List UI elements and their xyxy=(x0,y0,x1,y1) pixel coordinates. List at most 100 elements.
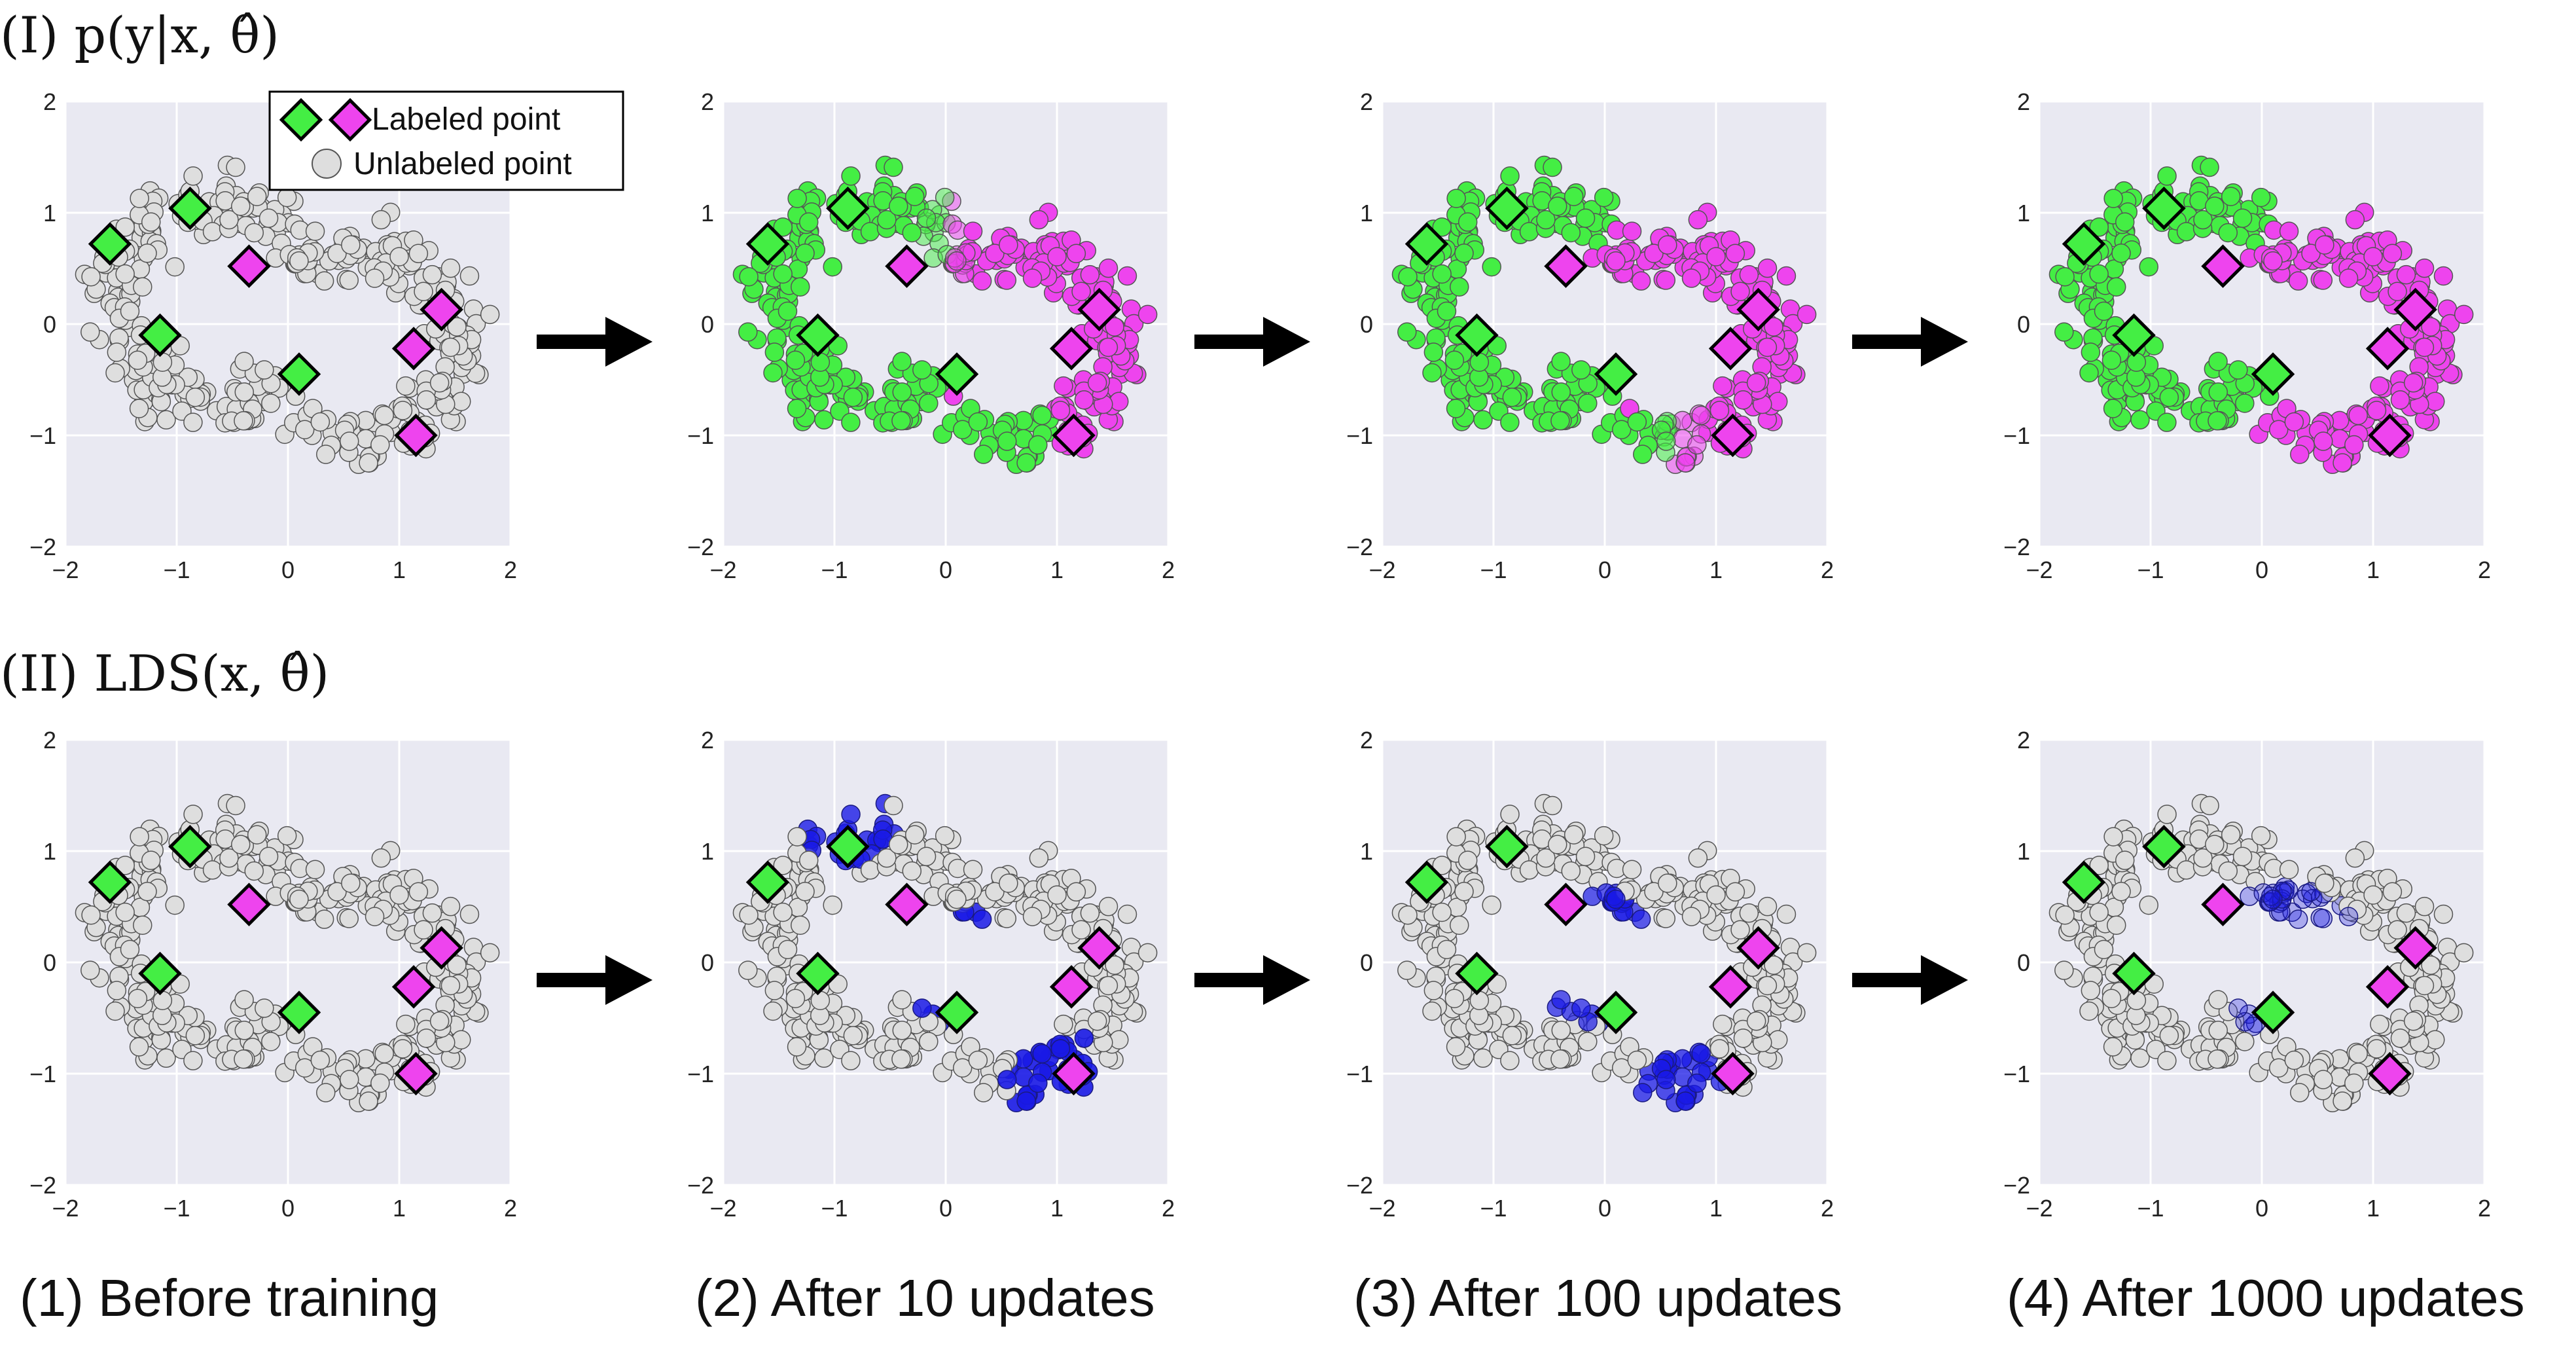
data-point xyxy=(999,873,1018,893)
caption-2: (2) After 10 updates xyxy=(695,1269,1155,1327)
data-point xyxy=(891,411,911,431)
data-point xyxy=(1730,282,1750,301)
legend-marker-green xyxy=(279,98,323,142)
data-point xyxy=(414,282,433,301)
x-tick-label: 0 xyxy=(1598,1195,1611,1222)
data-point xyxy=(952,1058,973,1078)
labeled-point xyxy=(1711,1051,1755,1096)
data-point xyxy=(1398,905,1418,925)
row-title-2: (II) LDS(x, θ̂) xyxy=(0,644,329,702)
data-point xyxy=(2218,861,2238,881)
data-point xyxy=(1446,827,1466,846)
labeled-point xyxy=(935,352,979,396)
data-point xyxy=(80,960,100,980)
labeled-point xyxy=(935,991,979,1034)
data-point xyxy=(129,1037,149,1057)
data-point xyxy=(1016,1091,1036,1111)
data-point xyxy=(1733,390,1753,410)
data-point xyxy=(968,1050,988,1070)
data-point xyxy=(183,805,203,824)
data-point xyxy=(2345,209,2365,230)
data-point xyxy=(374,1044,394,1064)
data-point xyxy=(1768,1030,1788,1049)
data-point xyxy=(440,896,461,917)
y-tick-label: −2 xyxy=(1346,534,1373,560)
data-point xyxy=(305,221,325,241)
data-point xyxy=(2176,860,2196,880)
data-point xyxy=(1098,258,1118,278)
data-point xyxy=(785,350,806,370)
data-point xyxy=(1757,975,1778,996)
arrow-head xyxy=(1263,955,1310,1005)
y-tick-label: 0 xyxy=(43,949,56,976)
data-point xyxy=(1633,445,1653,464)
labeled-point xyxy=(2368,1051,2412,1096)
data-point xyxy=(888,196,908,216)
data-point xyxy=(1047,247,1067,266)
data-point xyxy=(2251,187,2271,208)
data-point xyxy=(2313,1070,2333,1089)
arrows xyxy=(537,317,1968,1005)
data-point xyxy=(2193,848,2213,868)
data-point xyxy=(2344,435,2364,455)
data-point xyxy=(947,889,967,909)
labeled-point xyxy=(277,991,321,1034)
data-point xyxy=(234,1021,255,1040)
arrow-shaft xyxy=(1852,335,1931,349)
data-point xyxy=(1688,848,1708,868)
data-point xyxy=(341,235,361,255)
y-tick-label: −2 xyxy=(29,534,56,560)
data-point xyxy=(916,208,937,228)
data-point xyxy=(1469,352,1490,372)
data-point xyxy=(289,889,309,909)
data-point xyxy=(1536,848,1556,868)
data-point xyxy=(1437,939,1457,960)
data-point xyxy=(1536,209,1556,230)
y-tick-label: 2 xyxy=(1360,727,1373,754)
data-point xyxy=(1551,990,1571,1010)
data-point xyxy=(107,981,127,1000)
data-point xyxy=(904,825,925,845)
data-point xyxy=(739,266,759,287)
data-point xyxy=(2396,903,2416,923)
legend-marker-magenta xyxy=(328,98,372,142)
y-tick-label: 0 xyxy=(2017,311,2030,338)
y-tick-label: −2 xyxy=(687,1172,714,1199)
labeled-point xyxy=(2062,860,2106,904)
data-point xyxy=(2288,271,2308,291)
arrow-head xyxy=(605,317,653,367)
data-point xyxy=(1432,264,1452,284)
data-point xyxy=(877,209,897,230)
legend-label-labeled: Labeled point xyxy=(372,102,560,137)
data-point xyxy=(1611,420,1632,439)
y-tick-label: −1 xyxy=(1346,422,1373,449)
data-point xyxy=(2204,196,2225,216)
x-tick-label: 0 xyxy=(281,556,295,583)
data-point xyxy=(841,1051,861,1070)
data-point xyxy=(440,337,461,357)
data-point xyxy=(1432,902,1452,922)
data-point xyxy=(1074,390,1094,410)
data-point xyxy=(2054,960,2074,980)
data-point xyxy=(1502,1026,1522,1046)
caption-3: (3) After 100 updates xyxy=(1353,1269,1842,1327)
data-point xyxy=(2245,871,2265,892)
data-point xyxy=(1622,221,1642,241)
data-point xyxy=(972,271,992,291)
data-point xyxy=(974,1083,993,1102)
data-point xyxy=(2403,373,2424,393)
data-point xyxy=(359,453,378,473)
data-point xyxy=(823,895,842,915)
data-point xyxy=(2251,826,2271,846)
arrow-shaft xyxy=(537,335,615,349)
x-tick-label: 1 xyxy=(1050,1195,1064,1222)
data-point xyxy=(1658,873,1677,893)
data-point xyxy=(1658,235,1677,255)
y-tick-label: −2 xyxy=(2003,1172,2030,1199)
data-point xyxy=(115,264,135,284)
data-point xyxy=(295,420,315,439)
data-point xyxy=(2268,420,2289,439)
data-point xyxy=(339,909,359,928)
data-point xyxy=(968,412,988,432)
caption-4: (4) After 1000 updates xyxy=(2007,1269,2525,1327)
